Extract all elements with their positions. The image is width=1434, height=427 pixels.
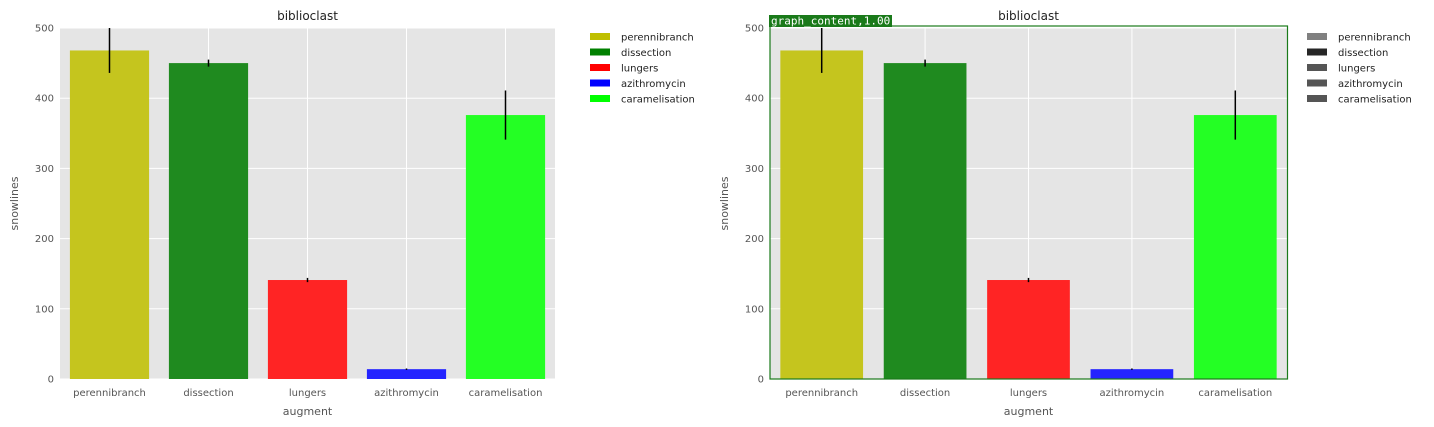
legend-label: azithromycin xyxy=(621,79,686,90)
y-axis-label: snowlines xyxy=(8,176,21,230)
x-tick-label: caramelisation xyxy=(1198,388,1272,399)
x-tick-label: dissection xyxy=(183,388,233,399)
bar-perennibranch xyxy=(69,50,150,380)
legend-label: lungers xyxy=(1338,64,1375,75)
chart-title: biblioclast xyxy=(277,9,338,23)
legend-label: caramelisation xyxy=(1338,95,1412,106)
x-tick-label: lungers xyxy=(289,388,326,399)
legend-swatch-lungers xyxy=(590,64,610,71)
legend-swatch-dissection xyxy=(590,48,610,56)
legend-swatch-perennibranch xyxy=(1307,33,1327,40)
annotation-box xyxy=(769,25,1289,380)
x-axis-label: augment xyxy=(283,405,333,418)
chart-title: biblioclast xyxy=(998,9,1059,23)
legend-label: azithromycin xyxy=(1338,79,1403,90)
bar-caramelisation xyxy=(1193,115,1277,379)
bar-dissection xyxy=(168,63,249,379)
legend-swatch-caramelisation xyxy=(590,95,610,102)
legend-label: perennibranch xyxy=(621,33,694,44)
x-tick-label: dissection xyxy=(900,388,950,399)
y-tick-label: 100 xyxy=(35,304,54,315)
y-tick-label: 300 xyxy=(35,164,54,175)
x-axis-label: augment xyxy=(1004,405,1054,418)
y-tick-label: 0 xyxy=(758,375,764,386)
y-tick-label: 500 xyxy=(745,24,764,35)
legend-swatch-azithromycin xyxy=(1307,79,1327,87)
y-tick-label: 200 xyxy=(745,234,764,245)
legend-label: dissection xyxy=(621,48,671,59)
y-tick-label: 0 xyxy=(48,375,54,386)
y-tick-label: 400 xyxy=(35,94,54,105)
legend-swatch-dissection xyxy=(1307,48,1327,56)
y-tick-label: 300 xyxy=(745,164,764,175)
bar-azithromycin xyxy=(366,369,447,379)
y-axis-label: snowlines xyxy=(718,176,731,230)
legend-label: perennibranch xyxy=(1338,33,1411,44)
x-tick-label: azithromycin xyxy=(374,388,439,399)
legend-swatch-caramelisation xyxy=(1307,95,1327,102)
legend-label: dissection xyxy=(1338,48,1388,59)
annotation-label: graph_content,1.00 xyxy=(771,15,890,28)
legend-swatch-perennibranch xyxy=(590,33,610,40)
y-tick-label: 100 xyxy=(745,304,764,315)
bar-caramelisation xyxy=(465,115,546,379)
y-tick-label: 500 xyxy=(35,24,54,35)
annotation-tag xyxy=(769,15,892,27)
bar-dissection xyxy=(883,63,967,379)
chart-left: 0 100 200 300 400 500 perennibranch dissection l… xyxy=(8,9,695,418)
x-tick-label: lungers xyxy=(1010,388,1047,399)
legend-swatch-lungers xyxy=(1307,64,1327,71)
chart-right: 0 100 200 300 400 500 perennibranch dissection l… xyxy=(718,9,1412,418)
legend-label: caramelisation xyxy=(621,95,695,106)
bar-perennibranch xyxy=(780,50,864,380)
y-tick-label: 200 xyxy=(35,234,54,245)
x-tick-label: perennibranch xyxy=(785,388,858,399)
bar-lungers xyxy=(987,280,1070,379)
bar-azithromycin xyxy=(1090,369,1174,379)
bar-lungers xyxy=(267,280,348,379)
x-tick-label: caramelisation xyxy=(469,388,543,399)
y-tick-label: 400 xyxy=(745,94,764,105)
legend-swatch-azithromycin xyxy=(590,79,610,87)
legend-label: lungers xyxy=(621,64,658,75)
x-tick-label: perennibranch xyxy=(73,388,146,399)
x-tick-label: azithromycin xyxy=(1100,388,1165,399)
